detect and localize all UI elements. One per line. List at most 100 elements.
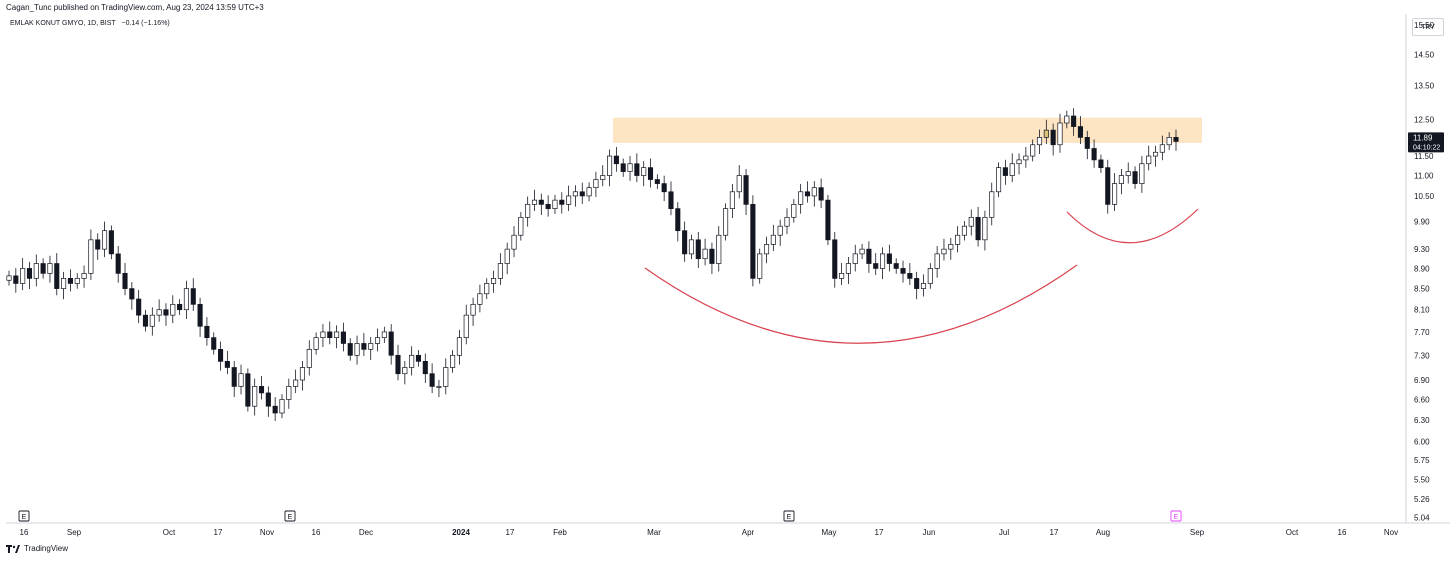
candle: [682, 221, 688, 262]
candle: [572, 185, 578, 207]
candle: [784, 208, 790, 235]
candle: [668, 181, 674, 216]
time-tick-label: Aug: [1096, 528, 1110, 537]
published-header: Cagan_Tunc published on TradingView.com,…: [6, 3, 264, 12]
candle: [975, 206, 981, 247]
candle-body: [695, 239, 701, 260]
candle-body: [74, 278, 80, 284]
candle-body: [668, 191, 674, 209]
time-tick-label: Sep: [1190, 528, 1205, 537]
tradingview-footer[interactable]: TradingView: [6, 544, 68, 553]
earnings-marker-icon: [1170, 510, 1182, 522]
candle: [320, 324, 326, 347]
time-tick-label: Apr: [742, 528, 755, 537]
earnings-marker-icon: [783, 510, 795, 522]
candle: [149, 307, 155, 336]
candle-body: [368, 343, 374, 350]
candle: [334, 325, 340, 349]
candle: [545, 195, 551, 217]
candle-body: [804, 191, 811, 197]
candle-body: [750, 204, 756, 279]
candle-body: [989, 191, 995, 218]
price-tick-label: 6.00: [1414, 437, 1430, 446]
candle: [818, 178, 824, 209]
candle-body: [1016, 159, 1022, 165]
candle: [422, 353, 428, 384]
candle: [798, 183, 804, 214]
candle-body: [361, 343, 367, 350]
candle-body: [142, 314, 149, 327]
candle: [245, 368, 251, 412]
currency-button[interactable]: TRY: [1412, 18, 1444, 36]
price-axis[interactable]: 15.50 14.50 13.50 12.50 11.50 11.00 10.50 9.90 9…: [1414, 21, 1435, 523]
candle: [934, 246, 940, 278]
candle-body: [238, 373, 244, 387]
candle-body: [67, 278, 73, 284]
earnings-marker-label: E: [787, 514, 792, 521]
candle-body: [197, 303, 203, 327]
candle-body: [593, 179, 599, 189]
candle: [743, 169, 749, 216]
time-tick-label: Oct: [163, 528, 176, 537]
time-axis[interactable]: 16 Sep Oct 17 Nov 16 Dec 2024 17 Feb Mar Apr May 17 Ju…: [20, 528, 1399, 537]
candle-body: [586, 187, 592, 197]
candle: [463, 304, 469, 345]
candle-body: [839, 273, 845, 279]
candle-body: [354, 343, 360, 356]
candle-body: [122, 273, 128, 289]
candle-body: [900, 268, 906, 274]
candle: [607, 149, 613, 187]
candle-body: [170, 303, 176, 316]
candle: [1173, 129, 1179, 151]
candle: [218, 341, 224, 371]
candle: [873, 253, 879, 276]
candle-body: [1118, 175, 1124, 184]
candle-body: [20, 268, 26, 284]
candle: [832, 231, 838, 288]
candle: [511, 226, 517, 258]
candle-body: [183, 288, 189, 311]
resistance-zone: [613, 117, 1202, 143]
candle-body: [306, 348, 312, 368]
candle-body: [907, 273, 913, 279]
candle-body: [450, 354, 456, 368]
time-tick-label: Nov: [260, 528, 274, 537]
candle: [122, 262, 128, 296]
candle-body: [1057, 122, 1063, 146]
candle-body: [115, 253, 121, 274]
candle: [927, 263, 933, 289]
candle-body: [13, 275, 19, 284]
candle: [1077, 116, 1084, 145]
candle-body: [347, 343, 353, 356]
candle-body: [518, 216, 524, 236]
candle-body: [1146, 155, 1152, 165]
candle-body: [777, 225, 783, 236]
candle-body: [1173, 137, 1179, 142]
candle: [811, 181, 817, 207]
candle: [197, 297, 203, 337]
candle-body: [218, 348, 224, 362]
candle: [879, 247, 886, 280]
candle: [224, 350, 230, 375]
candle-body: [470, 303, 476, 316]
candle: [40, 258, 46, 279]
candle-body: [647, 167, 654, 180]
candle-body: [40, 263, 46, 274]
candle-body: [634, 163, 640, 176]
candle: [804, 181, 811, 203]
time-tick-label: Sep: [67, 528, 82, 537]
candle: [115, 246, 121, 283]
candle: [1071, 108, 1077, 136]
candle-body: [531, 199, 538, 205]
candle: [736, 165, 742, 199]
candle-body: [559, 199, 565, 205]
candle: [170, 295, 176, 324]
candle: [647, 158, 654, 188]
candle-body: [723, 208, 729, 236]
candle: [627, 155, 633, 181]
candle: [136, 289, 142, 324]
symbol-legend[interactable]: EMLAK KONUT GMYO, 1D, BIST −0.14 (−1.16%…: [10, 20, 170, 27]
candle-body: [832, 239, 838, 279]
candle-body: [736, 175, 742, 193]
